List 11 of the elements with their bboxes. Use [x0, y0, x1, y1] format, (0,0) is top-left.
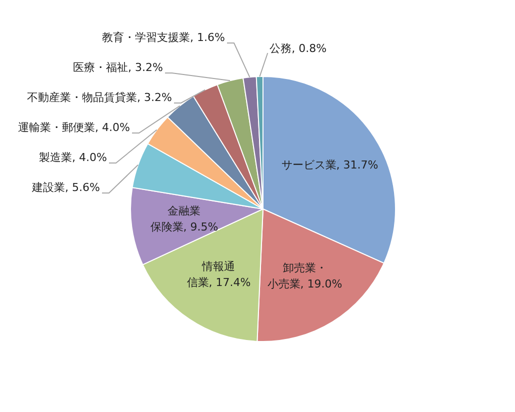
- slice-label: 不動産業・物品賃貸業, 3.2%: [27, 90, 172, 104]
- slice-label: 建設業, 5.6%: [31, 180, 100, 194]
- slice-label: 金融業保険業, 9.5%: [150, 204, 218, 234]
- slice-label: サービス業, 31.7%: [281, 158, 378, 172]
- slice-label: 製造業, 4.0%: [39, 150, 107, 164]
- slice-label: 医療・福祉, 3.2%: [73, 60, 163, 74]
- slice-label: 公務, 0.8%: [270, 42, 327, 55]
- slice-label: 運輸業・郵便業, 4.0%: [18, 120, 130, 134]
- slice-label: 情報通信業, 17.4%: [186, 260, 251, 289]
- slice-label: 卸売業・小売業, 19.0%: [267, 262, 342, 291]
- slice-label: 教育・学習支援業, 1.6%: [102, 30, 225, 44]
